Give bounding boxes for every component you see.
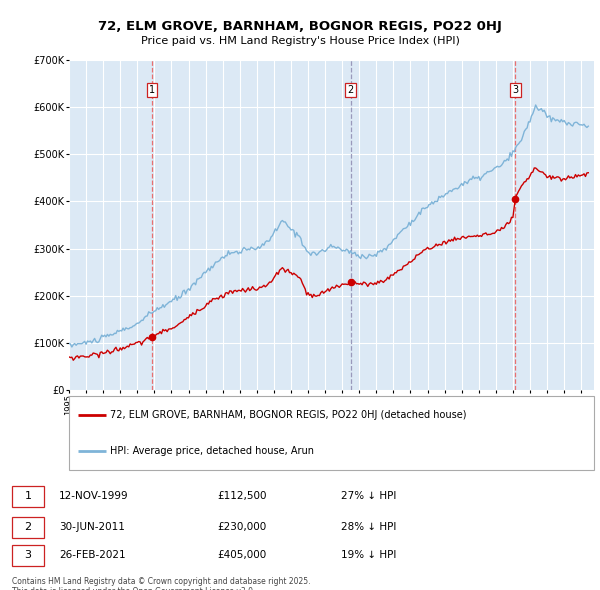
Text: 1: 1 [25,491,32,502]
Text: 30-JUN-2011: 30-JUN-2011 [59,522,125,532]
Text: 2: 2 [25,522,32,532]
FancyBboxPatch shape [69,395,594,470]
Text: 28% ↓ HPI: 28% ↓ HPI [341,522,397,532]
Text: 3: 3 [512,85,518,95]
Text: HPI: Average price, detached house, Arun: HPI: Average price, detached house, Arun [110,446,314,456]
Text: 27% ↓ HPI: 27% ↓ HPI [341,491,397,502]
Text: Contains HM Land Registry data © Crown copyright and database right 2025.
This d: Contains HM Land Registry data © Crown c… [12,577,310,590]
Text: 72, ELM GROVE, BARNHAM, BOGNOR REGIS, PO22 0HJ: 72, ELM GROVE, BARNHAM, BOGNOR REGIS, PO… [98,20,502,33]
FancyBboxPatch shape [12,486,44,507]
FancyBboxPatch shape [12,517,44,537]
Text: 12-NOV-1999: 12-NOV-1999 [59,491,128,502]
Text: £405,000: £405,000 [218,550,267,560]
Text: Price paid vs. HM Land Registry's House Price Index (HPI): Price paid vs. HM Land Registry's House … [140,37,460,46]
Text: 3: 3 [25,550,32,560]
Text: £112,500: £112,500 [218,491,267,502]
Text: 1: 1 [149,85,155,95]
Text: 19% ↓ HPI: 19% ↓ HPI [341,550,397,560]
Text: 72, ELM GROVE, BARNHAM, BOGNOR REGIS, PO22 0HJ (detached house): 72, ELM GROVE, BARNHAM, BOGNOR REGIS, PO… [110,410,466,420]
Text: 26-FEB-2021: 26-FEB-2021 [59,550,125,560]
Text: 2: 2 [347,85,354,95]
FancyBboxPatch shape [12,545,44,565]
Text: £230,000: £230,000 [218,522,267,532]
